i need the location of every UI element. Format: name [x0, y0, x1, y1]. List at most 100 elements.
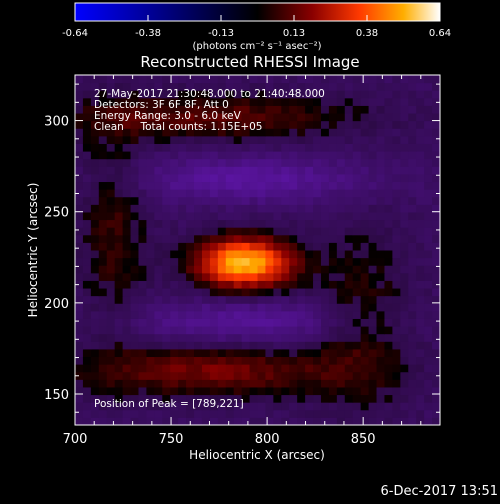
heatmap-cell [178, 143, 187, 152]
heatmap-cell [130, 348, 139, 358]
heatmap-cell [408, 120, 417, 129]
heatmap-cell [122, 364, 132, 373]
heatmap-cell [130, 318, 139, 327]
heatmap-cell [90, 128, 100, 137]
heatmap-cell [90, 97, 100, 106]
heatmap-cell [249, 295, 258, 304]
heatmap-cell [98, 227, 108, 236]
heatmap-cell [130, 288, 139, 297]
heatmap-cell [376, 82, 385, 91]
heatmap-cell [130, 265, 139, 274]
heatmap-cell [106, 128, 116, 137]
heatmap-cell [225, 158, 235, 167]
heatmap-cell [114, 348, 124, 358]
heatmap-cell [201, 113, 211, 122]
heatmap-cell [233, 75, 243, 84]
heatmap-cell [249, 409, 258, 418]
heatmap-cell [289, 97, 298, 106]
heatmap-cell [217, 341, 227, 350]
heatmap-cell [336, 303, 346, 312]
heatmap-cell [130, 326, 139, 335]
heatmap-cell [146, 348, 155, 358]
heatmap-cell [368, 257, 378, 266]
heatmap-cell [416, 409, 425, 418]
heatmap-cell [305, 219, 314, 228]
heatmap-cell [376, 371, 385, 380]
heatmap-cell [233, 135, 243, 144]
heatmap-cell [416, 356, 425, 365]
heatmap-cell [194, 143, 203, 152]
heatmap-cell [432, 364, 441, 373]
heatmap-cell [186, 196, 195, 205]
heatmap-cell [273, 250, 282, 259]
heatmap-cell [424, 181, 433, 190]
heatmap-cell [114, 227, 124, 236]
heatmap-cell [114, 409, 124, 418]
heatmap-cell [130, 97, 139, 106]
heatmap-cell [186, 113, 195, 122]
heatmap-cell [154, 265, 163, 274]
heatmap-cell [146, 181, 155, 190]
heatmap-cell [281, 364, 290, 373]
heatmap-cell [305, 280, 314, 289]
heatmap-cell [249, 227, 258, 236]
heatmap-cell [257, 303, 266, 312]
colorbar-units: (photons cm⁻² s⁻¹ asec⁻²) [192, 41, 321, 52]
heatmap-cell [75, 166, 84, 175]
heatmap-cell [305, 288, 314, 297]
heatmap-cell [225, 196, 235, 205]
heatmap-cell [265, 97, 274, 106]
heatmap-cell [368, 265, 378, 274]
heatmap-cell [82, 189, 92, 198]
heatmap-cell [320, 90, 330, 99]
heatmap-cell [154, 204, 163, 213]
heatmap-cell [138, 196, 147, 205]
heatmap-cell [424, 189, 433, 198]
heatmap-cell [376, 257, 385, 266]
heatmap-cell [98, 181, 108, 190]
heatmap-cell [90, 158, 100, 167]
heatmap-cell [154, 318, 163, 327]
heatmap-cell [209, 90, 219, 99]
heatmap-cell [424, 386, 433, 396]
heatmap-cell [233, 250, 243, 259]
heatmap-cell [432, 265, 441, 274]
heatmap-cell [138, 219, 147, 228]
heatmap-cell [186, 158, 195, 167]
heatmap-cell [265, 128, 274, 137]
heatmap-cell [186, 75, 195, 84]
heatmap-cell [233, 128, 243, 137]
heatmap-cell [273, 151, 282, 160]
heatmap-cell [209, 257, 219, 266]
heatmap-cell [400, 272, 409, 281]
heatmap-cell [265, 227, 274, 236]
heatmap-cell [368, 394, 378, 403]
heatmap-cell [376, 204, 385, 213]
heatmap-cell [344, 75, 354, 84]
heatmap-cell [344, 181, 354, 190]
heatmap-cell [90, 280, 100, 289]
heatmap-cell [416, 158, 425, 167]
heatmap-cell [217, 143, 227, 152]
heatmap-cell [138, 189, 147, 198]
heatmap-cell [368, 272, 378, 281]
heatmap-cell [186, 371, 195, 380]
heatmap-cell [265, 409, 274, 418]
heatmap-cell [75, 272, 84, 281]
heatmap-cell [225, 288, 235, 297]
heatmap-cell [249, 120, 258, 129]
heatmap-cell [432, 242, 441, 251]
heatmap-cell [162, 75, 171, 84]
heatmap-cell [313, 257, 322, 266]
heatmap-cell [98, 356, 108, 365]
heatmap-cell [90, 371, 100, 380]
annotation-clean-counts: Clean Total counts: 1.15E+05 [94, 121, 263, 133]
heatmap-cell [241, 280, 251, 289]
heatmap-cell [233, 318, 243, 327]
heatmap-cell [432, 227, 441, 236]
heatmap-cell [400, 143, 409, 152]
heatmap-cell [122, 143, 132, 152]
heatmap-cell [328, 280, 338, 289]
heatmap-cell [400, 166, 409, 175]
heatmap-cell [209, 417, 219, 426]
